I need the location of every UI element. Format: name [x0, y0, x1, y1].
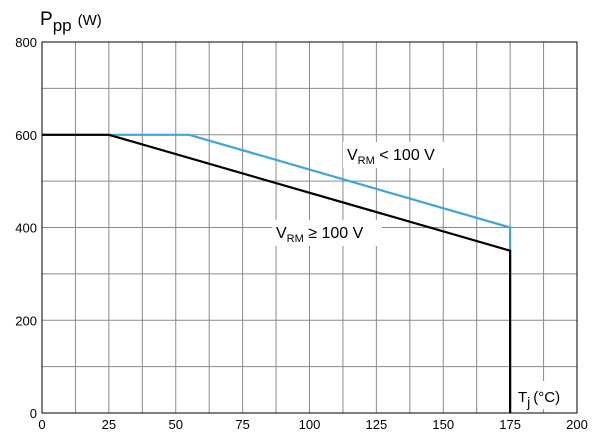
x-tick-label-4: 100 [299, 417, 321, 432]
y-axis-label-sub: pp [53, 16, 72, 35]
plot-frame [41, 41, 578, 414]
y-tick-label-0: 0 [30, 406, 37, 421]
series-label-bg-1 [343, 142, 445, 168]
series-label-bg-2 [272, 220, 382, 246]
x-tick-label-2: 50 [169, 417, 183, 432]
series-label-2-main: V [276, 225, 287, 242]
x-tick-label-5: 125 [366, 417, 388, 432]
x-axis-ticks: 0 25 50 75 100 125 150 175 200 [38, 417, 587, 432]
x-tick-label-0: 0 [38, 417, 45, 432]
x-axis-label: Tj (°C) [518, 389, 560, 410]
series-label-1-rest: < 100 V [375, 147, 435, 164]
x-axis-label-bg [515, 381, 575, 409]
y-tick-label-4: 800 [15, 35, 37, 50]
series [42, 133, 512, 413]
y-tick-label-1: 200 [15, 313, 37, 328]
y-axis-ticks: 0 200 400 600 800 [15, 35, 37, 421]
x-axis-label-sub: j [526, 394, 530, 410]
x-axis-label-main: T [518, 389, 527, 406]
series-label-2-sub: RM [287, 233, 304, 245]
series-label-1-sub: RM [358, 155, 375, 167]
y-axis-label-unit: (W) [78, 12, 102, 29]
x-tick-label-3: 75 [235, 417, 249, 432]
series-line-1 [42, 133, 512, 413]
x-tick-label-6: 150 [432, 417, 454, 432]
x-tick-label-7: 175 [499, 417, 521, 432]
series-label-2-rest: ≥ 100 V [304, 225, 364, 242]
y-tick-label-2: 400 [15, 221, 37, 236]
x-tick-label-1: 25 [102, 417, 116, 432]
x-axis-label-unit: (°C) [533, 389, 560, 406]
x-tick-label-8: 200 [566, 417, 588, 432]
series-label-1-main: V [347, 147, 358, 164]
y-tick-label-3: 600 [15, 128, 37, 143]
series-label-vrm-lt-100: VRM < 100 V [347, 147, 435, 167]
series-label-vrm-ge-100: VRM ≥ 100 V [276, 225, 364, 245]
y-axis-label: Ppp (W) [40, 9, 102, 35]
y-axis-label-main: P [40, 9, 53, 30]
